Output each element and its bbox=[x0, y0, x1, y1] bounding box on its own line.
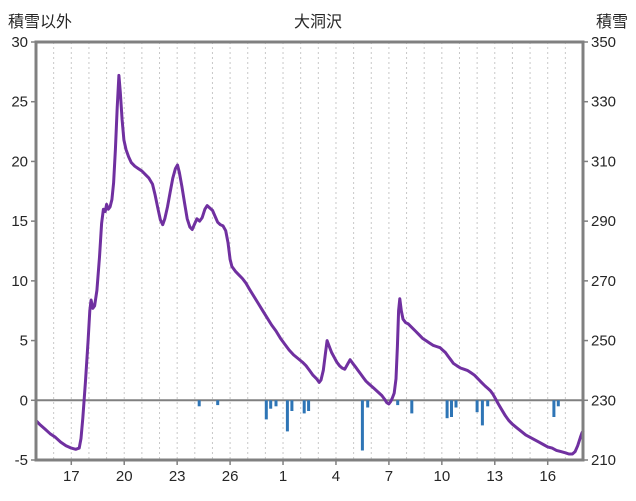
precip-bar bbox=[264, 400, 268, 420]
right-tick-label: 330 bbox=[591, 94, 616, 111]
precip-bar bbox=[366, 400, 370, 408]
chart-title: 大洞沢 bbox=[293, 14, 342, 31]
x-tick-label: 13 bbox=[486, 468, 503, 485]
plot-frame bbox=[34, 40, 585, 462]
precip-bar bbox=[269, 400, 273, 409]
right-tick-label: 250 bbox=[591, 333, 616, 350]
right-tick-label: 350 bbox=[591, 34, 616, 51]
x-tick-label: 26 bbox=[222, 468, 239, 485]
precip-bar bbox=[197, 400, 201, 407]
precip-bar bbox=[274, 400, 278, 407]
left-tick-label: 25 bbox=[11, 94, 28, 111]
x-tick-label: 7 bbox=[385, 468, 393, 485]
x-tick-label: 17 bbox=[63, 468, 80, 485]
precip-bar bbox=[556, 400, 560, 407]
x-tick-label: 10 bbox=[433, 468, 450, 485]
precip-bar bbox=[475, 400, 479, 413]
left-tick-label: 20 bbox=[11, 153, 28, 170]
left-tick-label: -5 bbox=[15, 452, 28, 469]
precip-bar bbox=[290, 400, 294, 411]
precip-bar bbox=[396, 400, 400, 406]
right-tick-label: 230 bbox=[591, 392, 616, 409]
precip-bar bbox=[216, 400, 220, 406]
right-axis-title: 積雪 bbox=[595, 14, 628, 31]
precip-bar bbox=[285, 400, 289, 432]
precip-bar bbox=[480, 400, 484, 426]
precip-bar bbox=[445, 400, 449, 419]
left-tick-label: 0 bbox=[20, 392, 28, 409]
precip-bar bbox=[307, 400, 311, 411]
right-tick-label: 270 bbox=[591, 273, 616, 290]
precip-bar bbox=[486, 400, 490, 407]
x-tick-label: 23 bbox=[169, 468, 186, 485]
x-tick-label: 1 bbox=[279, 468, 287, 485]
precip-bar bbox=[454, 400, 458, 408]
x-tick-label: 20 bbox=[116, 468, 133, 485]
precip-bar bbox=[450, 400, 453, 417]
x-tick-label: 16 bbox=[539, 468, 556, 485]
precip-bar bbox=[552, 400, 556, 417]
left-tick-label: 5 bbox=[20, 333, 28, 350]
right-tick-label: 210 bbox=[591, 452, 616, 469]
left-tick-label: 30 bbox=[11, 34, 28, 51]
x-tick-label: 4 bbox=[332, 468, 340, 485]
precip-bar bbox=[410, 400, 414, 414]
left-tick-label: 10 bbox=[11, 273, 28, 290]
right-tick-label: 290 bbox=[591, 213, 616, 230]
left-tick-label: 15 bbox=[11, 213, 28, 230]
precip-bar bbox=[360, 400, 364, 451]
line-series bbox=[34, 73, 585, 456]
precip-bar bbox=[302, 400, 306, 414]
left-axis-title: 積雪以外 bbox=[8, 14, 73, 31]
right-tick-label: 310 bbox=[591, 153, 616, 170]
